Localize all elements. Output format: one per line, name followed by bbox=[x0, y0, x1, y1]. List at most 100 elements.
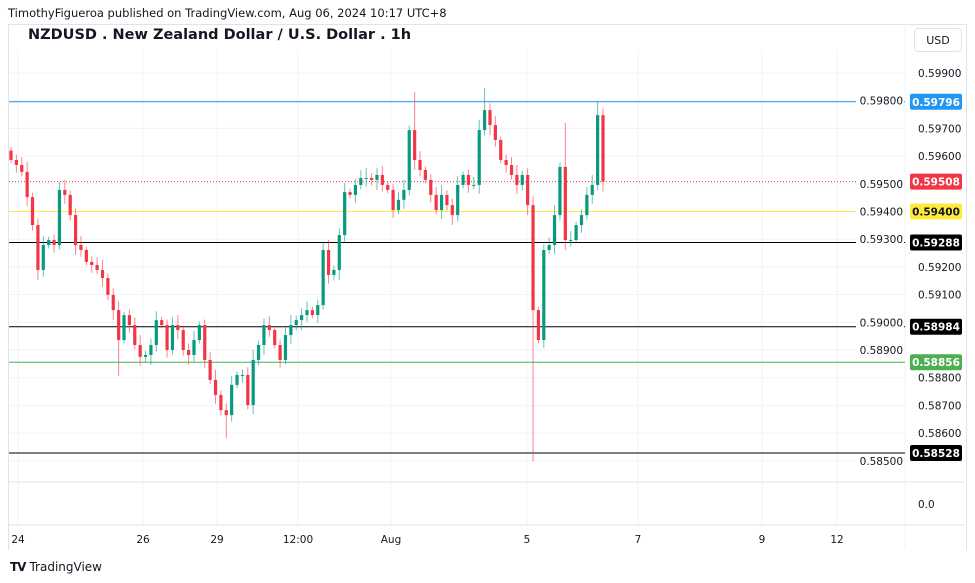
candle bbox=[439, 184, 444, 219]
candle bbox=[569, 231, 573, 247]
candle bbox=[273, 326, 277, 349]
candle-body bbox=[504, 159, 508, 165]
candle-body bbox=[574, 225, 578, 241]
candle-body bbox=[95, 264, 99, 270]
candle bbox=[596, 101, 600, 191]
price-tick: 0.59500 bbox=[856, 176, 904, 191]
price-label-text: 0.59508 bbox=[912, 177, 960, 189]
candle bbox=[47, 236, 51, 249]
candle bbox=[160, 316, 164, 329]
candle bbox=[558, 162, 562, 221]
candle bbox=[391, 184, 395, 218]
candle-body bbox=[256, 345, 261, 360]
candle-body bbox=[520, 174, 524, 185]
candle bbox=[386, 181, 390, 194]
candle bbox=[95, 257, 99, 275]
candle-body bbox=[63, 189, 67, 195]
candle bbox=[240, 369, 245, 383]
candle bbox=[504, 154, 508, 173]
candle bbox=[590, 174, 594, 204]
candle-body bbox=[509, 164, 514, 175]
price-tick: 0.58500 bbox=[856, 453, 904, 468]
candle-body bbox=[187, 350, 191, 355]
candle bbox=[57, 182, 62, 250]
price-tick-label: 0.59900 bbox=[918, 68, 961, 80]
price-label-0.58984: 0.58984 bbox=[910, 318, 962, 335]
candle bbox=[321, 242, 325, 310]
candle-body bbox=[25, 171, 29, 198]
candle bbox=[526, 168, 530, 216]
price-label-background bbox=[910, 318, 962, 335]
price-tick-label: 0.59700 bbox=[918, 123, 961, 135]
candle-body bbox=[391, 189, 395, 211]
candle bbox=[509, 157, 514, 180]
candle bbox=[20, 157, 24, 177]
candle-body bbox=[332, 269, 336, 275]
candle-body bbox=[590, 184, 594, 195]
candle bbox=[251, 350, 255, 414]
candle bbox=[235, 371, 239, 389]
candle bbox=[41, 236, 45, 277]
time-tick-label: 12:00 bbox=[283, 534, 313, 546]
candle-body bbox=[601, 115, 605, 182]
candle bbox=[353, 179, 358, 203]
price-label-background bbox=[910, 234, 962, 251]
candle-body bbox=[326, 250, 331, 275]
candle bbox=[601, 108, 605, 192]
candle bbox=[25, 161, 29, 206]
candle-body bbox=[493, 125, 497, 141]
candle-body bbox=[267, 325, 271, 331]
price-tick-label: 0.58800 bbox=[918, 373, 961, 385]
candle-body bbox=[143, 354, 148, 357]
candle-body bbox=[36, 225, 40, 270]
candle-body bbox=[472, 184, 476, 186]
candle bbox=[300, 308, 304, 331]
candle-body bbox=[364, 177, 368, 179]
price-tick-label: 0.59500 bbox=[860, 179, 903, 191]
candle-body bbox=[246, 374, 250, 406]
candle bbox=[343, 183, 347, 242]
candle bbox=[9, 147, 13, 164]
price-tick-label: 0.59000 bbox=[860, 317, 903, 329]
candle bbox=[30, 192, 35, 231]
price-tick-label: 0.59600 bbox=[918, 151, 961, 163]
price-tick-label: 0.58600 bbox=[918, 428, 961, 440]
price-tick-background bbox=[856, 315, 904, 330]
candle bbox=[337, 228, 341, 280]
candle bbox=[450, 198, 454, 226]
candle-body bbox=[558, 166, 562, 216]
candle-body bbox=[348, 192, 352, 195]
candle-body bbox=[488, 110, 492, 126]
candle bbox=[316, 299, 320, 323]
candle-body bbox=[375, 174, 379, 180]
candle bbox=[278, 339, 282, 368]
price-tick: 0.59200 bbox=[918, 262, 961, 274]
price-label-0.58528: 0.58528 bbox=[910, 445, 962, 462]
candle bbox=[127, 309, 131, 333]
candle-body bbox=[149, 345, 153, 355]
candle-body bbox=[181, 330, 185, 350]
candle-body bbox=[343, 192, 347, 236]
candle bbox=[579, 209, 584, 233]
currency-button[interactable]: USD bbox=[914, 28, 962, 52]
candle bbox=[499, 136, 503, 164]
candle-body bbox=[73, 215, 78, 246]
candle bbox=[456, 176, 460, 222]
candle bbox=[536, 306, 541, 344]
lower-pane-tick-label: 0.0 bbox=[918, 499, 935, 511]
candle-body bbox=[30, 197, 35, 226]
price-tick-label: 0.59200 bbox=[918, 262, 961, 274]
candle-body bbox=[316, 305, 320, 316]
price-tick: 0.59100 bbox=[918, 290, 961, 302]
candle bbox=[219, 390, 223, 416]
candle-body bbox=[321, 250, 325, 306]
candle-body bbox=[52, 240, 56, 246]
candle bbox=[90, 256, 94, 273]
footer-brand[interactable]: TradingView bbox=[29, 560, 102, 574]
candle-body bbox=[165, 325, 169, 350]
price-tick: 0.59400 bbox=[856, 204, 904, 219]
candle-body bbox=[47, 240, 51, 246]
candle-body bbox=[585, 194, 589, 216]
candle-body bbox=[461, 174, 465, 185]
